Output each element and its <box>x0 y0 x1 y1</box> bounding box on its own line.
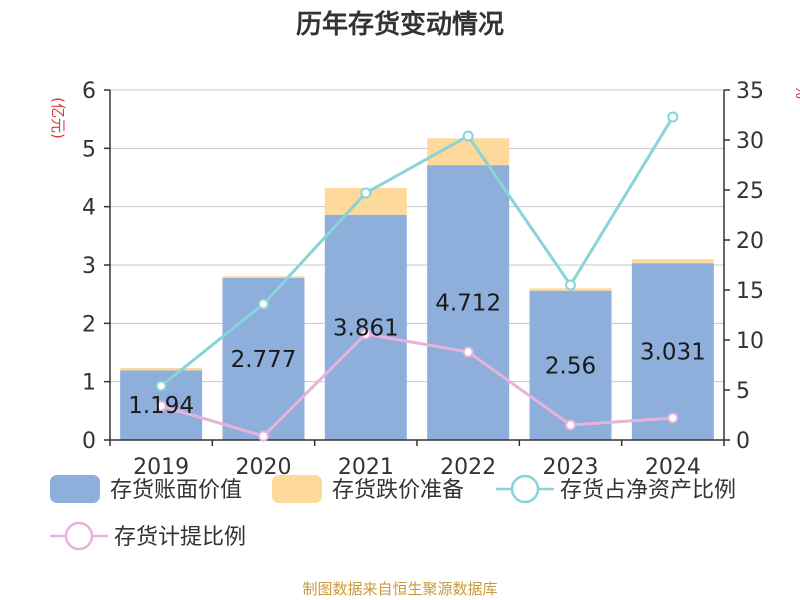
data-label: 4.712 <box>435 291 501 317</box>
left-axis-tick-label: 4 <box>82 196 96 221</box>
bar-layer <box>120 138 714 440</box>
grid-layer <box>110 89 724 383</box>
legend-label-ratio-net-assets: 存货占净资产比例 <box>560 478 736 503</box>
point-provision-ratio <box>462 346 474 358</box>
x-axis-tick-label: 2022 <box>440 455 496 480</box>
data-label: 2.777 <box>231 347 297 373</box>
line-layer <box>155 111 679 442</box>
bar-impairment <box>631 259 714 264</box>
data-label: 1.194 <box>128 393 194 419</box>
data-label: 3.031 <box>640 340 706 366</box>
point-ratio-net-assets <box>258 298 269 310</box>
legend-swatch-book-value <box>50 475 100 503</box>
x-axis-tick-label: 2023 <box>543 455 599 480</box>
left-axis-unit: (亿元) <box>49 97 67 139</box>
right-axis-tick-label: 10 <box>736 329 764 354</box>
right-axis-tick-label: 35 <box>736 79 764 104</box>
point-ratio-net-assets <box>155 380 167 392</box>
bar-book-value <box>427 165 510 440</box>
legend-swatch-impairment <box>272 475 322 503</box>
bar-book-value <box>529 290 612 440</box>
line-ratio-net-assets <box>160 116 675 388</box>
x-axis-tick-label: 2021 <box>338 455 394 480</box>
x-axis-tick-label: 2019 <box>133 455 189 480</box>
source-note: 制图数据来自恒生聚源数据库 <box>302 580 498 598</box>
bar-impairment <box>222 276 305 279</box>
legend-label-provision-ratio: 存货计提比例 <box>114 525 246 550</box>
point-ratio-net-assets <box>565 279 576 291</box>
point-provision-ratio <box>667 412 679 424</box>
legend-marker-provision-ratio <box>64 521 94 551</box>
right-axis-tick-label: 0 <box>736 429 750 454</box>
point-provision-ratio <box>155 400 167 412</box>
right-axis-tick-label: 5 <box>736 379 750 404</box>
legend-label-book-value: 存货账面价值 <box>110 478 242 503</box>
legend-marker-ratio-net-assets <box>510 474 540 504</box>
right-axis-unit: % <box>792 85 800 99</box>
line-provision-ratio <box>160 332 673 438</box>
left-axis-tick-label: 6 <box>82 79 96 104</box>
legend-label-impairment: 存货跌价准备 <box>332 478 464 503</box>
left-axis-tick-label: 0 <box>82 429 96 454</box>
left-axis-tick-label: 2 <box>82 312 96 337</box>
point-ratio-net-assets <box>360 187 372 199</box>
left-axis-tick-label: 5 <box>82 137 96 162</box>
left-axis-tick-label: 3 <box>82 254 96 279</box>
left-axis-tick-label: 1 <box>82 371 96 396</box>
bar-book-value <box>324 214 407 440</box>
point-provision-ratio <box>565 419 576 431</box>
point-ratio-net-assets <box>462 130 474 142</box>
point-provision-ratio <box>258 430 269 442</box>
point-provision-ratio <box>360 328 372 340</box>
right-axis-tick-label: 15 <box>736 279 764 304</box>
right-axis-tick-label: 25 <box>736 179 764 204</box>
bar-book-value <box>631 263 714 440</box>
point-ratio-net-assets <box>667 111 679 123</box>
right-axis-tick-label: 20 <box>736 229 764 254</box>
data-label: 3.861 <box>333 315 399 341</box>
data-label: 2.56 <box>545 353 596 379</box>
label-layer: 1.194 2.777 3.861 4.712 2.56 3.031 <box>128 291 706 420</box>
chart-title: 历年存货变动情况 <box>295 10 504 40</box>
bar-impairment <box>120 368 203 371</box>
x-axis-tick-label: 2024 <box>645 455 701 480</box>
right-axis-tick-label: 30 <box>736 129 764 154</box>
